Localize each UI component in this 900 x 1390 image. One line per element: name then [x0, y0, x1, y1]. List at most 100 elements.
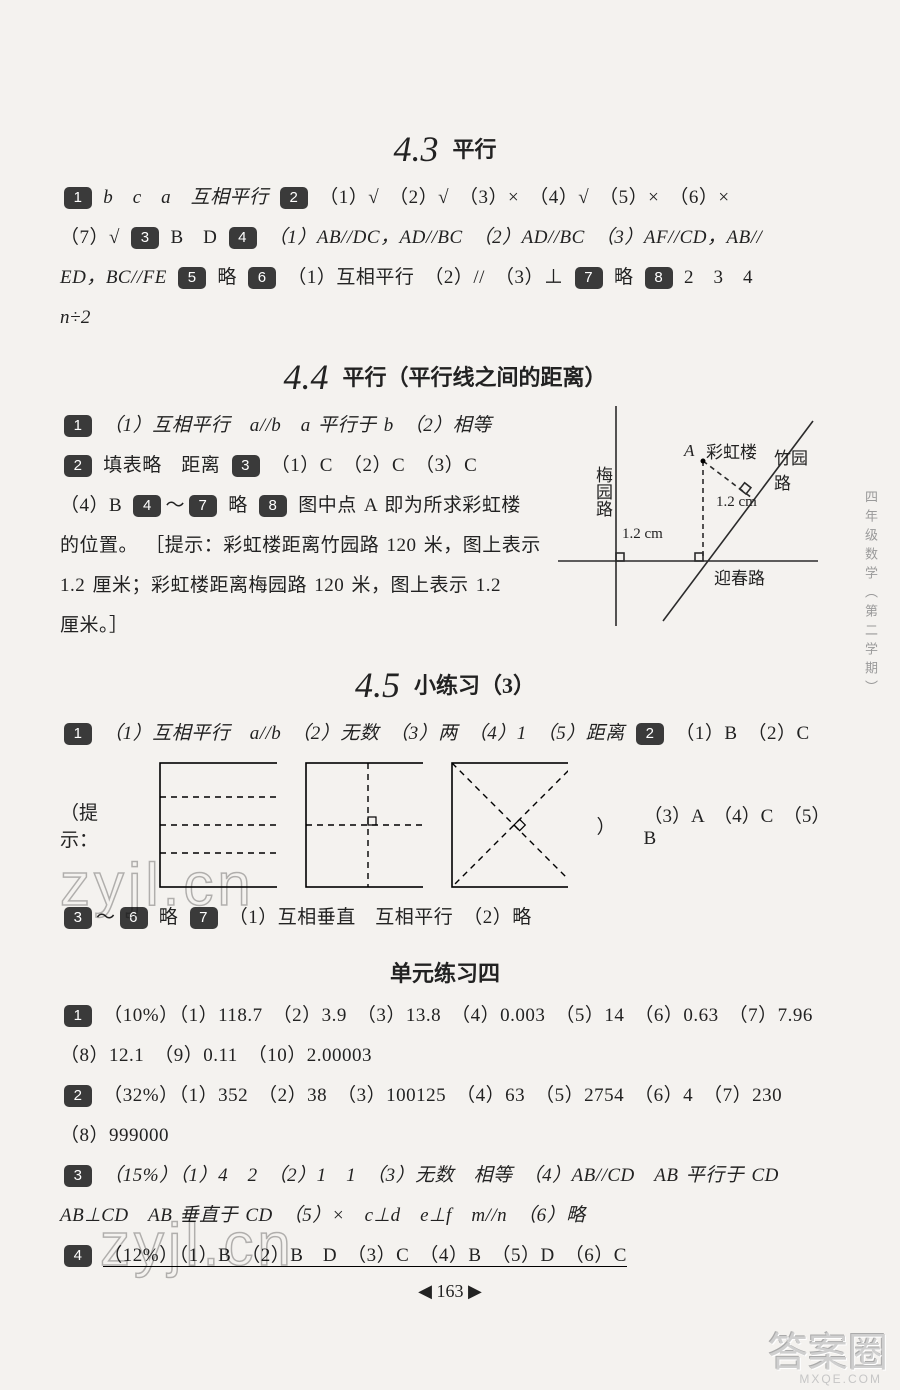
- hint-right: ）: [596, 812, 615, 839]
- u4-q1: （10%）（1）118.7 （2）3.9 （3）13.8 （4）0.003 （5…: [103, 1005, 813, 1026]
- s43-q1: b c a 互相平行: [103, 187, 268, 208]
- badge-1: 1: [64, 415, 92, 437]
- s44-q3b: （4）B: [60, 495, 122, 516]
- badge-6: 6: [248, 267, 276, 289]
- badge-1: 1: [64, 1005, 92, 1027]
- footer-left-icon: ◀: [418, 1281, 432, 1301]
- u4-line1: 1 （10%）（1）118.7 （2）3.9 （3）13.8 （4）0.003 …: [60, 996, 830, 1036]
- corner-logo: 答案圈: [768, 1320, 888, 1378]
- section-number: 4.4: [283, 357, 328, 397]
- badge-1: 1: [64, 187, 92, 209]
- u4-q3b: AB⊥CD AB 垂直于 CD （5）× c⊥d e⊥f m//n （6）略: [60, 1196, 830, 1236]
- badge-2: 2: [64, 455, 92, 477]
- s43-q5: 略: [217, 267, 237, 288]
- s43-q7: 略: [614, 267, 634, 288]
- label-mei: 梅园路: [590, 466, 615, 517]
- section-title-text: 单元练习四: [390, 961, 500, 986]
- label-d1: 1.2 cm: [622, 526, 663, 543]
- badge-6: 6: [120, 907, 148, 929]
- footer-right-icon: ▶: [468, 1281, 482, 1301]
- u4-q3: （15%）（1）4 2 （2）1 1 （3）无数 相等 （4）AB//CD AB…: [103, 1165, 779, 1186]
- u4-line4: 4 （12%）（1）B （2）B D （3）C （4）B （5）D （6）C: [60, 1236, 830, 1276]
- s43-q6: （1）互相平行 （2）// （3）⊥: [287, 267, 563, 288]
- page-footer: ◀ 163 ▶: [0, 1281, 900, 1302]
- badge-4: 4: [133, 495, 161, 517]
- section-unit4-title: 单元练习四: [60, 956, 830, 988]
- u4-line2: 2 （32%）（1）352 （2）38 （3）100125 （4）63 （5）2…: [60, 1076, 830, 1116]
- badge-3: 3: [232, 455, 260, 477]
- section-number: 4.3: [393, 129, 438, 169]
- s43-line4: n÷2: [60, 298, 830, 338]
- side-label: 四年级数学（第二学期）: [861, 490, 880, 699]
- badge-3: 3: [64, 1165, 92, 1187]
- badge-8: 8: [645, 267, 673, 289]
- badge-1: 1: [64, 723, 92, 745]
- s44-q8d: 厘米。］: [60, 606, 550, 646]
- badge-8: 8: [259, 495, 287, 517]
- square-2: [305, 762, 423, 888]
- u4-line3: 3 （15%）（1）4 2 （2）1 1 （3）无数 相等 （4）AB//CD …: [60, 1156, 830, 1196]
- s45-q7: （1）互相垂直 互相平行 （2）略: [229, 907, 532, 928]
- s45-q36: 略: [159, 907, 179, 928]
- s44-line3: （4）B 4～7 略 8 图中点 A 即为所求彩虹楼: [60, 486, 550, 526]
- s44-line1: 1 （1）互相平行 a//b a 平行于 b （2）相等: [60, 406, 550, 446]
- s43-q8: 2 3 4: [684, 267, 753, 288]
- s45-q2: （1）B （2）C: [675, 723, 809, 744]
- s43-line3: ED，BC//FE 5 略 6 （1）互相平行 （2）// （3）⊥ 7 略 8…: [60, 258, 830, 298]
- badge-2: 2: [280, 187, 308, 209]
- s43-q2b: （7）√: [60, 227, 120, 248]
- section-title-text: 平行（平行线之间的距离）: [342, 365, 606, 390]
- u4-q1b: （8）12.1 （9）0.11 （10）2.00003: [60, 1036, 830, 1076]
- s43-q4: （1）AB//DC，AD//BC （2）AD//BC （3）AF//CD，AB/…: [268, 227, 762, 248]
- corner-sub: MXQE.COM: [799, 1372, 882, 1386]
- label-A: A: [684, 441, 694, 461]
- section-4-4-title: 4.4 平行（平行线之间的距离）: [60, 356, 830, 398]
- badge-4: 4: [229, 227, 257, 249]
- s45-q2b: （3）A （4）C （5）B: [643, 801, 830, 850]
- s44-q3: （1）C （2）C （3）C: [271, 455, 478, 476]
- label-d2: 1.2 cm: [716, 494, 757, 511]
- badge-4: 4: [64, 1245, 92, 1267]
- label-ying: 迎春路: [714, 564, 765, 589]
- s45-line3: 3～6 略 7 （1）互相垂直 互相平行 （2）略: [60, 898, 830, 938]
- s44-q2: 填表略 距离: [103, 455, 220, 476]
- s44-q8c: 1.2 厘米；彩虹楼距离梅园路 120 米，图上表示 1.2: [60, 566, 550, 606]
- page-number: 163: [437, 1281, 464, 1301]
- badge-5: 5: [178, 267, 206, 289]
- badge-3: 3: [131, 227, 159, 249]
- section-4-5-title: 4.5 小练习（3）: [60, 664, 830, 706]
- map-diagram: 梅园路 迎春路 竹园路 A 彩虹楼 1.2 cm 1.2 cm: [558, 406, 818, 631]
- square-1: [159, 762, 277, 888]
- u4-q2b: （8）999000: [60, 1116, 830, 1156]
- u4-q4: （12%）（1）B （2）B D （3）C （4）B （5）D （6）C: [103, 1245, 627, 1267]
- s45-q1: （1）互相平行 a//b （2）无数 （3）两 （4）1 （5）距离: [103, 723, 625, 744]
- section-4-3-title: 4.3 平行: [60, 128, 830, 170]
- badge-7: 7: [575, 267, 603, 289]
- s43-q4b: ED，BC//FE: [60, 267, 167, 288]
- section-title-text: 平行: [452, 137, 496, 162]
- s43-line2: （7）√ 3 B D 4 （1）AB//DC，AD//BC （2）AD//BC …: [60, 218, 830, 258]
- badge-2: 2: [636, 723, 664, 745]
- s44-q8b: 的位置。 ［提示：彩虹楼距离竹园路 120 米，图上表示: [60, 526, 550, 566]
- label-zhu: 竹园路: [774, 444, 818, 494]
- badge-7: 7: [189, 495, 217, 517]
- s44-q8a: 图中点 A 即为所求彩虹楼: [298, 495, 521, 516]
- s44-q1: （1）互相平行 a//b a 平行于 b （2）相等: [103, 415, 492, 436]
- hint-left: （提示：: [60, 798, 131, 852]
- page-content: 4.3 平行 1 b c a 互相平行 2 （1）√ （2）√ （3）× （4）…: [60, 110, 830, 1276]
- section-title-text: 小练习（3）: [414, 673, 535, 698]
- s44-q47: 略: [228, 495, 248, 516]
- u4-q2: （32%）（1）352 （2）38 （3）100125 （4）63 （5）275…: [103, 1085, 782, 1106]
- s43-q3: B D: [170, 227, 217, 248]
- section-number: 4.5: [355, 665, 400, 705]
- three-squares-row: （提示： ） （3）A （4）C （5）B: [60, 762, 830, 888]
- badge-7: 7: [190, 907, 218, 929]
- s45-line1: 1 （1）互相平行 a//b （2）无数 （3）两 （4）1 （5）距离 2 （…: [60, 714, 830, 754]
- badge-2: 2: [64, 1085, 92, 1107]
- badge-3: 3: [64, 907, 92, 929]
- label-house: 彩虹楼: [706, 438, 757, 463]
- square-3: [451, 762, 569, 888]
- s43-line1: 1 b c a 互相平行 2 （1）√ （2）√ （3）× （4）√ （5）× …: [60, 178, 830, 218]
- s43-q2: （1）√ （2）√ （3）× （4）√ （5）× （6）×: [319, 187, 729, 208]
- s44-line2: 2 填表略 距离 3 （1）C （2）C （3）C: [60, 446, 550, 486]
